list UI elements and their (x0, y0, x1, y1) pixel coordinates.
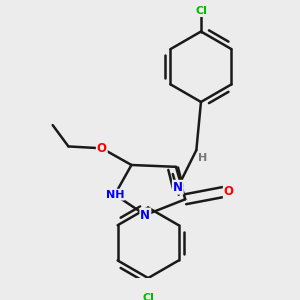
Text: O: O (224, 185, 234, 198)
Text: H: H (198, 153, 208, 163)
Text: N: N (140, 208, 150, 221)
Text: Cl: Cl (195, 6, 207, 16)
Text: Cl: Cl (142, 293, 154, 300)
Text: NH: NH (106, 190, 124, 200)
Text: O: O (97, 142, 107, 155)
Text: N: N (173, 181, 183, 194)
